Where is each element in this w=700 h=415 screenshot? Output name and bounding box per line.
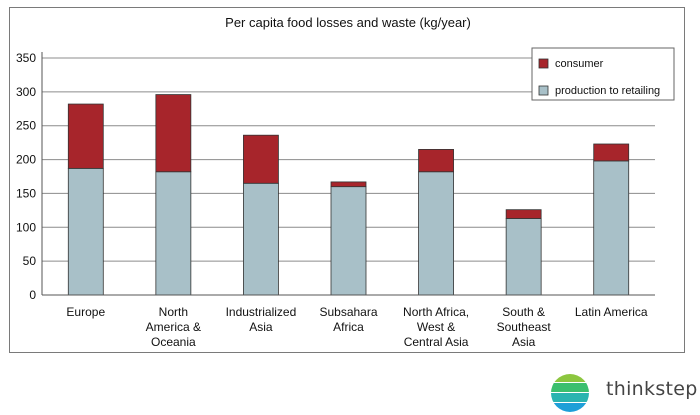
x-category-label: Central Asia xyxy=(404,335,469,349)
legend-label: production to retailing xyxy=(555,85,660,97)
bar-segment-production xyxy=(505,218,542,296)
y-tick-label: 250 xyxy=(16,119,36,133)
bar-segment-production xyxy=(593,160,630,296)
y-tick-label: 50 xyxy=(23,254,37,268)
bar-layer xyxy=(67,94,630,296)
x-category-label: Southeast xyxy=(497,320,552,334)
x-category-label: North Africa, xyxy=(403,305,469,319)
x-category-label: Subsahara xyxy=(319,305,377,319)
bar-segment-consumer xyxy=(505,209,542,219)
x-category-label: Industrialized xyxy=(226,305,297,319)
bar-segment-consumer xyxy=(593,143,630,162)
bar-segment-production xyxy=(67,167,104,296)
bar-segment-production xyxy=(418,171,454,296)
y-tick-label: 0 xyxy=(29,288,36,302)
x-category-label: Europe xyxy=(66,305,105,319)
chart-svg: Per capita food losses and waste (kg/yea… xyxy=(16,15,675,349)
x-category-label: Oceania xyxy=(151,335,196,349)
x-category-label: Asia xyxy=(249,320,273,334)
brand-block: thinkstep xyxy=(549,371,699,412)
legend-label: consumer xyxy=(555,58,604,70)
chart-title: Per capita food losses and waste (kg/yea… xyxy=(225,15,471,30)
bar-segment-consumer xyxy=(330,181,367,188)
bar-segment-production xyxy=(243,182,279,296)
x-category-label: America & xyxy=(146,320,201,334)
y-tick-labels: 0 50 100 150 200 250 300 350 xyxy=(16,51,36,302)
y-tick-label: 100 xyxy=(16,220,36,234)
x-category-label: Latin America xyxy=(575,305,648,319)
legend-swatch xyxy=(538,85,549,96)
x-category-label: Asia xyxy=(512,335,536,349)
brand-name: thinkstep xyxy=(606,378,698,400)
bar-segment-consumer xyxy=(155,94,192,173)
bar-segment-production xyxy=(330,186,367,296)
x-category-label: South & xyxy=(502,305,545,319)
axis-layer xyxy=(41,52,655,296)
y-tick-label: 300 xyxy=(16,85,36,99)
legend: consumer production to retailing xyxy=(531,47,675,101)
chart-frame: Per capita food losses and waste (kg/yea… xyxy=(9,7,685,353)
y-tick-label: 150 xyxy=(16,186,36,200)
x-category-label: Africa xyxy=(333,320,364,334)
y-tick-label: 350 xyxy=(16,51,36,65)
bar-segment-production xyxy=(155,171,192,296)
y-tick-label: 200 xyxy=(16,153,36,167)
bar-segment-consumer xyxy=(418,149,454,173)
thinkstep-logo-icon xyxy=(551,374,589,412)
x-category-label: North xyxy=(159,305,188,319)
bar-segment-consumer xyxy=(67,103,104,169)
legend-swatch xyxy=(538,58,549,69)
x-category-label: West & xyxy=(417,320,455,334)
legend-box xyxy=(531,47,675,101)
bar-segment-consumer xyxy=(243,134,279,184)
